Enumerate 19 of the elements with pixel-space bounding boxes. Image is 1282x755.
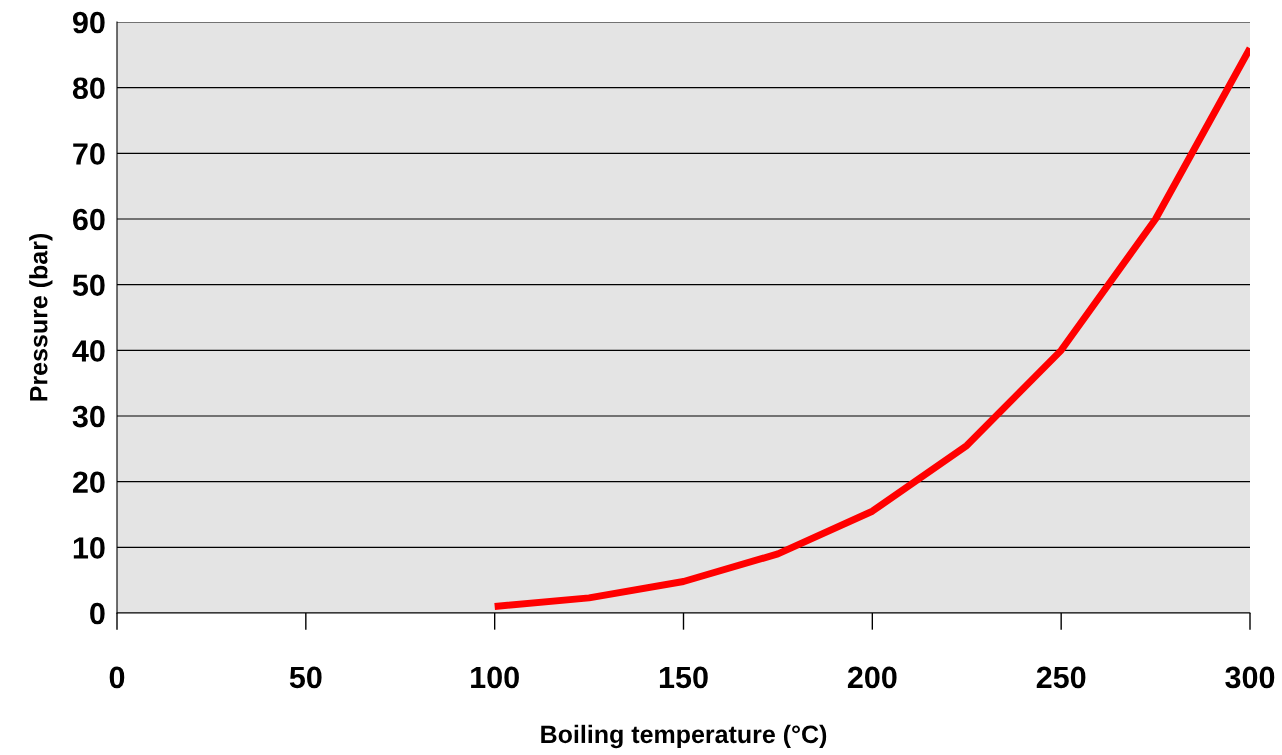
- y-tick-label: 70: [73, 143, 105, 165]
- y-tick-label: 20: [72, 471, 105, 494]
- x-tick-label: 250: [1036, 666, 1086, 689]
- y-tick-label: 60: [73, 208, 105, 231]
- y-tick-label: 50: [72, 274, 105, 297]
- y-axis-title: Pressure (bar): [29, 233, 53, 401]
- x-tick-label: 0: [109, 666, 125, 689]
- y-tick-label: 90: [72, 11, 105, 34]
- x-axis-title: Boiling temperature (°C): [541, 724, 827, 749]
- y-tick-label: 0: [90, 602, 105, 625]
- y-tick-label: 80: [72, 77, 105, 100]
- x-tick-label: 200: [847, 666, 897, 689]
- y-tick-label: 10: [73, 537, 105, 559]
- x-tick-label: 300: [1225, 666, 1275, 689]
- x-tick-label: 150: [659, 666, 708, 689]
- y-tick-label: 30: [72, 405, 105, 428]
- x-tick-label: 50: [289, 666, 322, 689]
- x-tick-label: 100: [471, 666, 519, 689]
- y-tick-label: 40: [72, 340, 105, 362]
